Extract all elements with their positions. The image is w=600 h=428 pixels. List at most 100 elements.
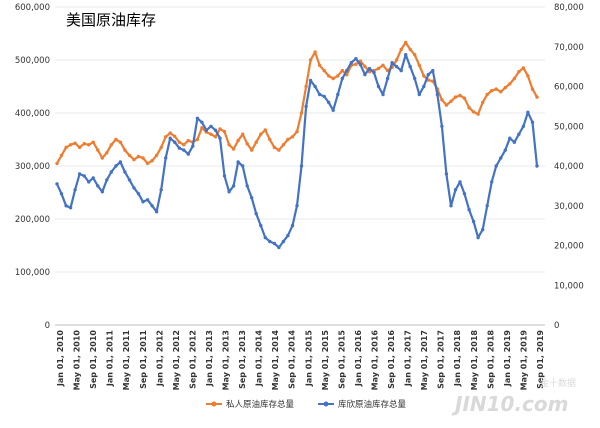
data-point-cushing xyxy=(59,192,64,196)
y-right-tick-label: 50,000 xyxy=(554,122,584,132)
data-point-private xyxy=(449,99,453,104)
data-point-private xyxy=(322,68,326,73)
data-point-private xyxy=(422,74,426,78)
x-tick-label: Sep 01, 2012 xyxy=(188,330,197,389)
data-point-private xyxy=(458,93,462,98)
data-point-private xyxy=(218,127,222,131)
data-point-private xyxy=(485,92,489,97)
data-point-cushing xyxy=(145,198,150,202)
data-point-cushing xyxy=(354,57,358,61)
data-point-private xyxy=(145,161,150,166)
data-point-cushing xyxy=(458,180,462,184)
y-right-tick-label: 70,000 xyxy=(554,43,584,53)
data-point-private xyxy=(154,153,159,158)
data-point-private xyxy=(268,137,272,142)
data-point-private xyxy=(526,74,530,78)
data-point-private xyxy=(100,156,105,160)
data-point-private xyxy=(295,129,299,134)
data-point-private xyxy=(59,153,64,158)
data-point-cushing xyxy=(73,188,77,192)
data-point-cushing xyxy=(462,192,467,196)
data-point-private xyxy=(77,145,82,150)
y-left-tick-label: 500,000 xyxy=(15,56,50,66)
x-tick-label: Jan 01, 2019 xyxy=(503,330,512,388)
data-point-private xyxy=(317,63,322,67)
data-point-private xyxy=(150,159,154,163)
data-point-private xyxy=(182,143,186,147)
data-point-private xyxy=(200,126,204,130)
data-point-cushing xyxy=(281,239,286,244)
data-point-cushing xyxy=(141,200,145,204)
data-point-cushing xyxy=(376,84,381,89)
data-point-private xyxy=(96,148,100,152)
y-right-tick-label: 0 xyxy=(554,321,559,331)
watermark-brand: JIN10.com xyxy=(451,392,569,416)
data-point-private xyxy=(281,143,286,147)
data-point-cushing xyxy=(517,132,521,136)
data-point-cushing xyxy=(136,192,141,196)
data-point-private xyxy=(272,145,277,150)
data-point-cushing xyxy=(177,146,181,150)
data-point-private xyxy=(195,137,200,142)
y-left-tick-label: 100,000 xyxy=(15,268,50,278)
data-point-cushing xyxy=(227,190,231,194)
data-point-private xyxy=(413,53,417,57)
data-point-cushing xyxy=(508,136,512,140)
data-point-private xyxy=(277,148,281,152)
data-point-cushing xyxy=(431,68,435,73)
data-point-cushing xyxy=(150,204,154,208)
data-point-cushing xyxy=(503,148,507,152)
data-point-private xyxy=(299,111,304,115)
data-point-private xyxy=(105,151,109,155)
data-point-cushing xyxy=(340,76,344,81)
data-point-cushing xyxy=(186,152,190,156)
data-point-private xyxy=(521,66,526,70)
data-point-cushing xyxy=(526,110,530,115)
data-point-private xyxy=(164,135,168,139)
x-tick-label: Jan 01, 2018 xyxy=(453,330,462,388)
data-point-cushing xyxy=(96,184,100,188)
data-point-cushing xyxy=(299,164,304,168)
data-point-cushing xyxy=(494,164,498,168)
data-point-private xyxy=(327,74,331,78)
x-tick-label: Sep 01, 2010 xyxy=(89,330,98,389)
data-point-cushing xyxy=(200,120,204,125)
data-point-private xyxy=(494,87,498,91)
data-point-private xyxy=(141,156,145,160)
data-point-private xyxy=(440,98,444,102)
x-tick-label: Sep 01, 2018 xyxy=(486,330,495,389)
data-point-private xyxy=(136,154,141,159)
data-point-cushing xyxy=(413,76,417,81)
y-right-tick-label: 10,000 xyxy=(554,281,584,291)
data-point-private xyxy=(417,63,421,67)
x-tick-label: Jan 01, 2012 xyxy=(155,330,164,387)
y-axis-right: 0 10,000 20,000 30,000 40,000 50,000 60,000 70,… xyxy=(554,3,584,331)
x-tick-label: May 01, 2010 xyxy=(73,330,82,391)
data-point-private xyxy=(231,147,236,151)
data-point-private xyxy=(331,76,335,81)
data-point-cushing xyxy=(426,72,430,77)
legend-marker-cushing xyxy=(323,401,329,407)
x-tick-label: May 01, 2018 xyxy=(470,330,479,391)
data-point-private xyxy=(499,90,503,94)
data-point-private xyxy=(227,143,231,147)
data-point-cushing xyxy=(259,223,263,228)
data-point-private xyxy=(263,128,267,132)
data-point-cushing xyxy=(68,206,73,210)
data-point-cushing xyxy=(263,235,267,240)
data-point-cushing xyxy=(485,204,489,208)
data-point-private xyxy=(340,68,344,73)
data-point-cushing xyxy=(191,144,195,148)
data-point-private xyxy=(363,64,367,69)
y-left-tick-label: 600,000 xyxy=(15,3,50,13)
data-point-private xyxy=(68,143,73,147)
x-tick-label: Sep 01, 2019 xyxy=(536,330,545,389)
data-point-cushing xyxy=(64,204,68,208)
data-point-cushing xyxy=(336,92,340,97)
data-point-private xyxy=(123,148,127,152)
data-point-private xyxy=(508,82,512,86)
x-tick-label: May 01, 2011 xyxy=(122,330,131,391)
data-point-cushing xyxy=(535,164,539,168)
y-axis-left: 0 100,000 200,000 300,000 400,000 500,000 600,… xyxy=(15,3,50,331)
